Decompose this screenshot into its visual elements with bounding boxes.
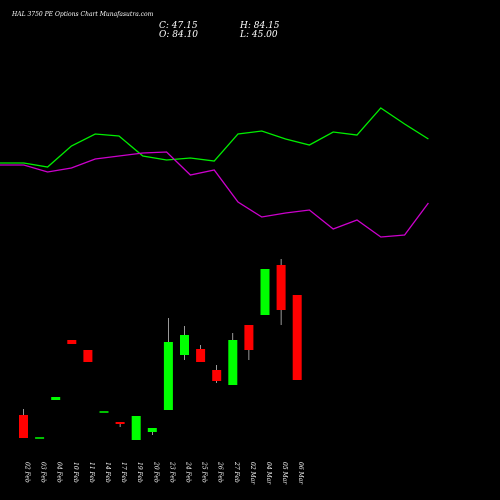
candle-body <box>99 411 109 413</box>
candle-7 <box>131 416 141 440</box>
candle-body <box>212 370 222 381</box>
candle-body <box>196 349 206 362</box>
candle-8 <box>147 428 157 435</box>
candle-14 <box>244 325 254 360</box>
candle-0 <box>19 409 28 438</box>
x-tick-label: 10 Feb <box>72 462 79 483</box>
high-value: H: 84.15 <box>239 21 280 31</box>
candle-body <box>276 265 286 310</box>
x-tick-label: 24 Feb <box>185 461 192 483</box>
candle-4 <box>83 350 93 362</box>
line-series-layer <box>0 107 429 238</box>
candles-layer <box>19 259 302 440</box>
line-series-magenta <box>0 151 429 238</box>
candle-16 <box>276 259 286 325</box>
x-tick-label: 19 Feb <box>136 462 143 483</box>
line-series-green <box>0 107 429 168</box>
open-value: O: 84.10 <box>159 30 198 40</box>
x-tick-label: 17 Feb <box>120 462 127 483</box>
candle-17 <box>292 295 302 380</box>
candle-body <box>83 350 93 362</box>
x-tick-label: 27 Feb <box>233 461 240 483</box>
candle-15 <box>260 269 270 315</box>
candle-body <box>292 295 302 380</box>
x-tick-label: 14 Feb <box>104 462 111 483</box>
candle-body <box>67 340 77 344</box>
x-tick-label: 23 Feb <box>168 461 175 483</box>
candle-body <box>19 415 28 438</box>
candle-body <box>163 342 173 410</box>
candle-2 <box>51 397 61 400</box>
x-tick-label: 04 Mar <box>265 462 272 485</box>
x-tick-label: 25 Feb <box>201 461 208 483</box>
x-tick-label: 05 Mar <box>281 462 288 485</box>
candle-6 <box>115 422 125 427</box>
candle-body <box>115 422 125 424</box>
candle-body <box>180 335 189 355</box>
candle-1 <box>35 437 45 439</box>
x-tick-label: 20 Feb <box>152 461 159 483</box>
candle-13 <box>228 333 238 385</box>
x-axis-labels: 02 Feb 03 Feb 04 Feb 10 Feb 11 Feb 14 Feb 17 F… <box>24 461 305 485</box>
candle-body <box>147 428 157 432</box>
x-tick-label: 02 Mar <box>249 462 256 485</box>
candle-body <box>244 325 254 350</box>
close-value: C: 47.15 <box>159 21 198 31</box>
candle-body <box>35 437 45 439</box>
x-tick-label: 11 Feb <box>88 462 95 483</box>
x-tick-label: 03 Feb <box>40 462 47 483</box>
candle-body <box>228 340 238 385</box>
x-tick-label: 26 Feb <box>217 461 224 483</box>
chart-title: HAL 3750 PE Options Chart Munafasutra.co… <box>11 11 154 18</box>
candle-11 <box>196 345 206 362</box>
candle-body <box>131 416 141 440</box>
candle-12 <box>212 365 222 383</box>
candle-body <box>260 269 270 315</box>
candle-9 <box>163 318 173 410</box>
x-tick-label: 04 Feb <box>56 462 63 483</box>
candle-5 <box>99 411 109 413</box>
candle-3 <box>67 340 77 344</box>
candle-10 <box>180 326 189 360</box>
candle-body <box>51 397 61 400</box>
x-tick-label: 02 Feb <box>24 462 31 483</box>
low-value: L: 45.00 <box>239 30 278 40</box>
x-tick-label: 06 Mar <box>297 462 304 485</box>
